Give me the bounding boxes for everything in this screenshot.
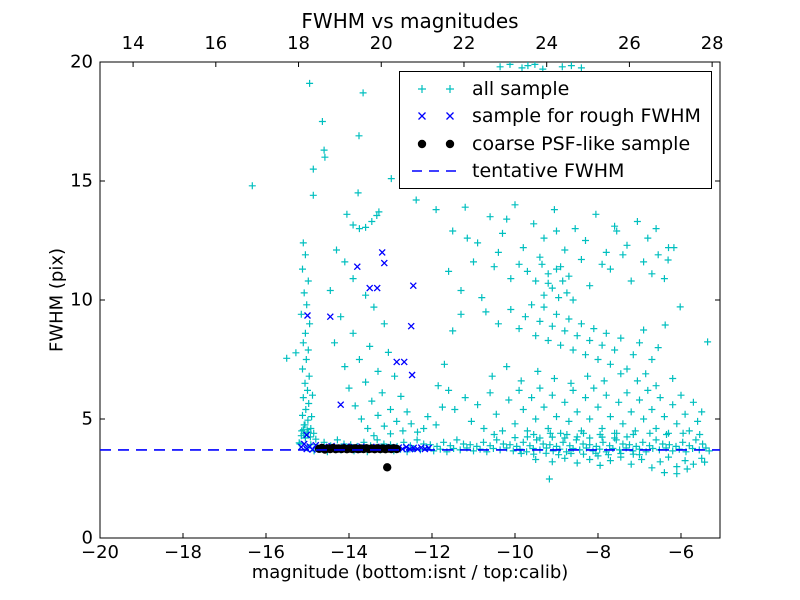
x-bottom-tick-label: −10 [495,542,534,563]
x-top-tick-label: 14 [121,33,145,54]
y-tick-label: 5 [81,408,93,430]
x-top-tick-label: 24 [535,33,559,54]
x-top-tick-label: 20 [369,33,393,54]
legend-box: all sample sample for rough FWHM coarse … [399,71,712,189]
legend-item-tentative-fwhm: tentative FWHM [400,160,711,182]
chart-title: FWHM vs magnitudes [301,9,519,33]
legend-label: sample for rough FWHM [472,105,701,128]
legend-label: all sample [472,77,570,100]
legend-label: tentative FWHM [472,160,625,183]
y-tick-label: 15 [70,170,93,192]
x-bottom-tick-label: −18 [163,542,202,563]
x-marker-icon [418,112,454,121]
y-tick-label: 20 [70,51,93,73]
psf-sample-points [314,443,401,472]
x-top-tick-label: 18 [287,33,310,54]
x-bottom-tick-label: −6 [667,542,695,563]
y-tick-label: 10 [70,289,93,311]
x-bottom-tick-label: −8 [584,542,612,563]
x-bottom-tick-label: −16 [246,542,285,563]
y-tick-label: 0 [81,527,93,549]
legend-label: coarse PSF-like sample [472,132,691,155]
y-axis-label: FWHM (pix) [46,247,68,353]
x-top-tick-label: 22 [452,33,476,54]
x-top-tick-label: 28 [700,33,724,54]
x-top-tick-label: 16 [204,33,228,54]
x-axis-label: magnitude (bottom:isnt / top:calib) [251,562,569,583]
axis-ticks [99,61,720,539]
x-top-tick-label: 26 [617,33,641,54]
x-bottom-tick-label: −14 [329,542,368,563]
x-bottom-tick-label: −12 [412,542,451,563]
dashed-line-icon [412,170,460,173]
dot-marker-icon [417,139,455,148]
legend-item-rough-fwhm: sample for rough FWHM [400,105,711,127]
legend-item-psf-sample: coarse PSF-like sample [400,133,711,155]
plus-marker-icon [418,84,454,93]
x-bottom-tick-label: −20 [81,542,119,563]
legend-item-all-sample: all sample [400,78,711,100]
